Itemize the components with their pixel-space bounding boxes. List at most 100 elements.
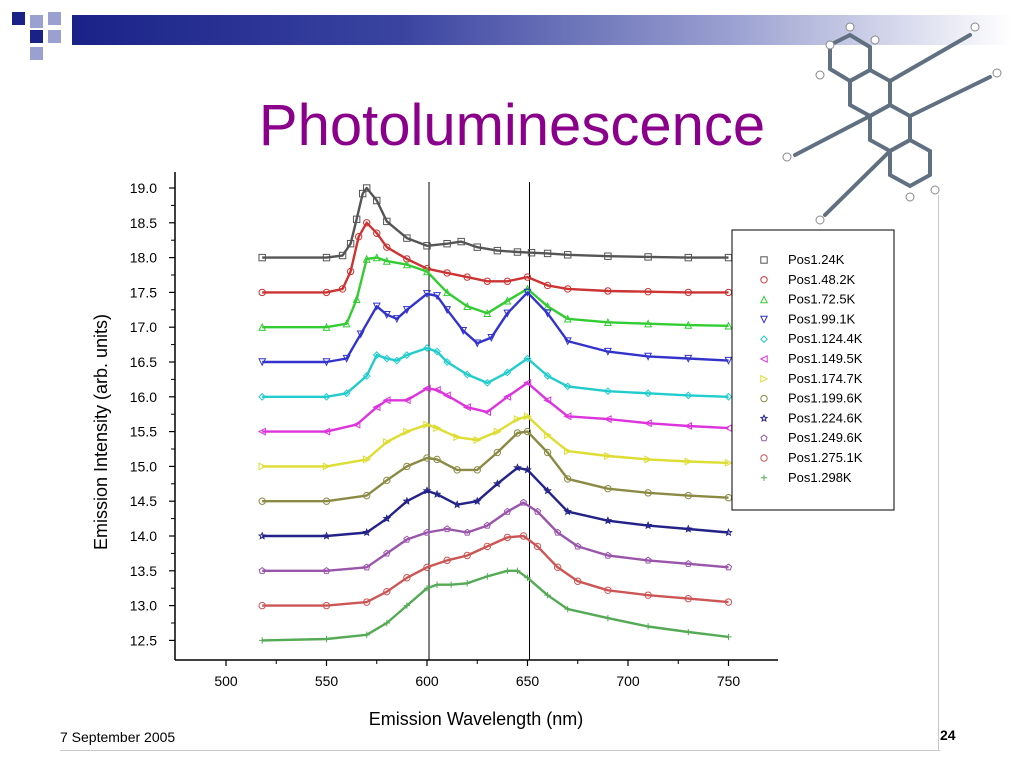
x-tick-label: 700 — [616, 673, 640, 689]
data-point — [257, 531, 267, 540]
data-point — [423, 344, 431, 352]
x-tick-label: 500 — [214, 673, 238, 689]
frame-bottom-line — [60, 750, 940, 751]
data-point — [464, 580, 471, 587]
series-Pos1.149.5K — [257, 378, 733, 436]
data-point — [338, 285, 347, 293]
page-number: 24 — [940, 727, 956, 743]
data-point — [392, 315, 401, 324]
data-point — [513, 429, 522, 437]
data-point — [453, 433, 462, 442]
data-point — [342, 354, 351, 363]
data-point — [452, 500, 462, 509]
data-point — [322, 566, 331, 574]
data-point — [513, 463, 522, 472]
data-point — [543, 281, 552, 290]
data-point — [322, 288, 331, 297]
y-tick-label: 14.0 — [130, 528, 157, 544]
data-point — [543, 249, 552, 258]
data-point — [603, 516, 613, 525]
data-point — [685, 628, 692, 636]
data-point — [402, 496, 412, 505]
data-point — [563, 507, 572, 516]
data-point — [383, 438, 392, 447]
legend-label: Pos1.149.5K — [788, 351, 863, 366]
data-point — [564, 285, 572, 293]
data-point — [342, 389, 351, 398]
data-point — [363, 563, 371, 571]
y-tick-label: 19.0 — [130, 180, 157, 196]
series-line — [262, 186, 729, 259]
series-line — [262, 346, 729, 398]
data-point — [604, 451, 613, 460]
data-point — [383, 476, 391, 485]
data-point — [724, 528, 733, 537]
data-point — [644, 489, 652, 497]
data-point — [352, 295, 361, 304]
data-point — [473, 243, 481, 251]
data-point — [543, 486, 552, 495]
data-point — [258, 497, 266, 505]
legend-label: Pos1.72.5K — [788, 292, 856, 307]
data-point — [493, 448, 502, 457]
data-point — [644, 556, 652, 564]
legend-label: Pos1.48.2K — [788, 272, 856, 287]
y-tick-label: 12.5 — [130, 632, 157, 648]
data-point — [322, 253, 331, 262]
data-point — [487, 333, 496, 342]
data-point — [724, 356, 733, 365]
data-point — [403, 602, 411, 609]
data-point — [258, 358, 267, 367]
legend-label: Pos1.174.7K — [788, 371, 863, 386]
data-point — [442, 391, 451, 400]
data-point — [684, 560, 692, 567]
data-point — [338, 251, 347, 260]
data-point — [543, 448, 552, 457]
data-point — [643, 419, 652, 428]
data-point — [483, 277, 491, 285]
data-point — [519, 498, 528, 506]
data-point — [443, 269, 451, 277]
data-point — [362, 372, 371, 380]
data-point — [403, 234, 411, 242]
data-point — [533, 542, 542, 551]
data-point — [432, 385, 441, 394]
legend-label: Pos1.224.6K — [788, 410, 863, 425]
data-point — [543, 431, 552, 440]
data-point — [457, 237, 465, 246]
data-point — [604, 551, 612, 559]
data-point — [564, 251, 572, 259]
data-point — [604, 252, 612, 260]
data-point — [684, 457, 693, 466]
series-Pos1.275.1K — [258, 532, 733, 610]
data-point — [433, 581, 441, 588]
data-point — [724, 321, 733, 330]
data-point — [463, 273, 471, 281]
data-point — [443, 239, 451, 248]
data-point — [382, 396, 391, 405]
data-point — [382, 256, 391, 265]
series-line — [262, 466, 729, 538]
data-point — [322, 531, 331, 540]
data-point — [524, 574, 531, 581]
data-point — [553, 563, 562, 572]
y-tick-label: 14.5 — [130, 493, 157, 509]
data-point — [354, 233, 363, 241]
data-point — [644, 389, 653, 398]
y-tick-label: 13.5 — [130, 563, 157, 579]
data-point — [523, 465, 532, 474]
data-point — [432, 489, 442, 498]
series-Pos1.99.1K — [258, 288, 733, 367]
data-point — [643, 521, 653, 530]
data-point — [483, 378, 492, 387]
data-point — [483, 308, 492, 317]
data-point — [473, 339, 482, 348]
y-tick-label: 13.0 — [130, 598, 157, 614]
legend-label: Pos1.298K — [788, 470, 852, 485]
data-point — [527, 249, 536, 257]
data-point — [342, 319, 351, 328]
data-point — [519, 532, 528, 540]
data-point — [372, 302, 381, 311]
data-point — [724, 598, 733, 606]
data-point — [523, 273, 532, 281]
